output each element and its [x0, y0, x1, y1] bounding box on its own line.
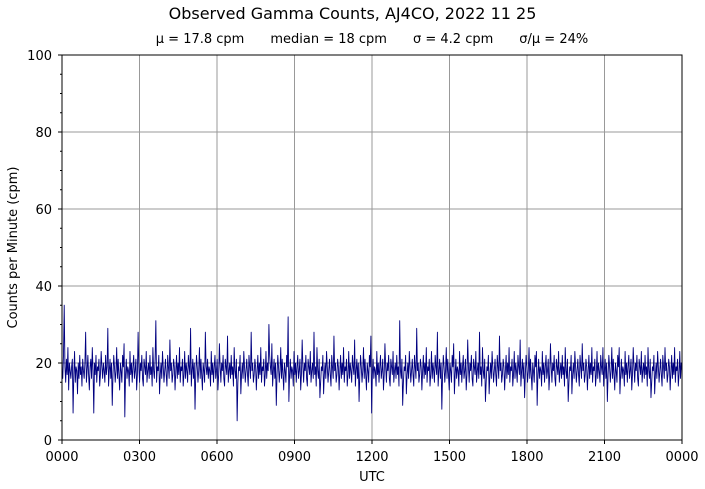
y-tick-label: 60: [35, 203, 52, 218]
y-tick-label: 40: [35, 280, 52, 295]
stat-mean: μ = 17.8 cpm: [155, 32, 245, 47]
stat-ratio: σ/μ = 24%: [519, 32, 589, 47]
y-tick-label: 80: [35, 126, 52, 141]
x-tick-label: 0300: [123, 450, 156, 465]
y-tick-label: 0: [44, 434, 52, 449]
x-tick-label: 2100: [588, 450, 621, 465]
x-tick-label: 0900: [278, 450, 311, 465]
y-tick-label: 20: [35, 357, 52, 372]
stat-median: median = 18 cpm: [270, 32, 387, 47]
x-tick-label: 0600: [200, 450, 233, 465]
x-tick-label: 1500: [433, 450, 466, 465]
y-axis: 0 20 40 60 80 100: [27, 49, 62, 449]
chart-title: Observed Gamma Counts, AJ4CO, 2022 11 25: [168, 4, 537, 23]
x-axis-label: UTC: [359, 470, 385, 485]
x-tick-label: 0000: [665, 450, 698, 465]
series-line-counts: [61, 304, 683, 422]
x-axis: 0000 0300 0600 0900 1200 1500 1800 2100 0000: [45, 440, 699, 465]
y-axis-label: Counts per Minute (cpm): [6, 167, 21, 329]
stat-sigma: σ = 4.2 cpm: [412, 32, 494, 47]
x-tick-label: 1800: [510, 450, 543, 465]
y-tick-label: 100: [27, 49, 52, 64]
series-layer: [61, 304, 683, 422]
x-tick-label: 1200: [355, 450, 388, 465]
chart-subtitle-stats: μ = 17.8 cpm median = 18 cpm σ = 4.2 cpm…: [62, 32, 682, 47]
x-tick-label: 0000: [45, 450, 78, 465]
